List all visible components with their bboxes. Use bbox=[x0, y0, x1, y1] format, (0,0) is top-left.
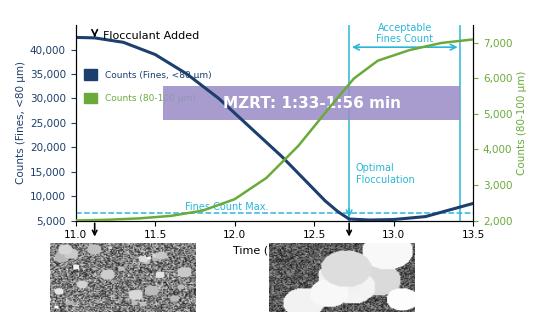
Text: Optimal
Flocculation: Optimal Flocculation bbox=[356, 163, 414, 185]
Bar bbox=[163, 86, 460, 120]
Text: MZRT: 1:33-1:56 min: MZRT: 1:33-1:56 min bbox=[223, 96, 401, 111]
Text: Counts (Fines, <80 μm): Counts (Fines, <80 μm) bbox=[105, 71, 212, 79]
Text: Acceptable
Fines Count: Acceptable Fines Count bbox=[376, 23, 433, 44]
Bar bbox=[83, 69, 97, 80]
Bar bbox=[83, 93, 97, 103]
Y-axis label: Counts (Fines, <80 μm): Counts (Fines, <80 μm) bbox=[16, 61, 26, 184]
Text: Fines Count Max.: Fines Count Max. bbox=[185, 202, 268, 212]
Y-axis label: Counts (80-100 μm): Counts (80-100 μm) bbox=[516, 71, 526, 175]
Text: Flocculant Added: Flocculant Added bbox=[102, 31, 199, 41]
X-axis label: Time (Minutes): Time (Minutes) bbox=[232, 246, 316, 256]
Text: Counts (80-100 μm): Counts (80-100 μm) bbox=[105, 94, 196, 103]
